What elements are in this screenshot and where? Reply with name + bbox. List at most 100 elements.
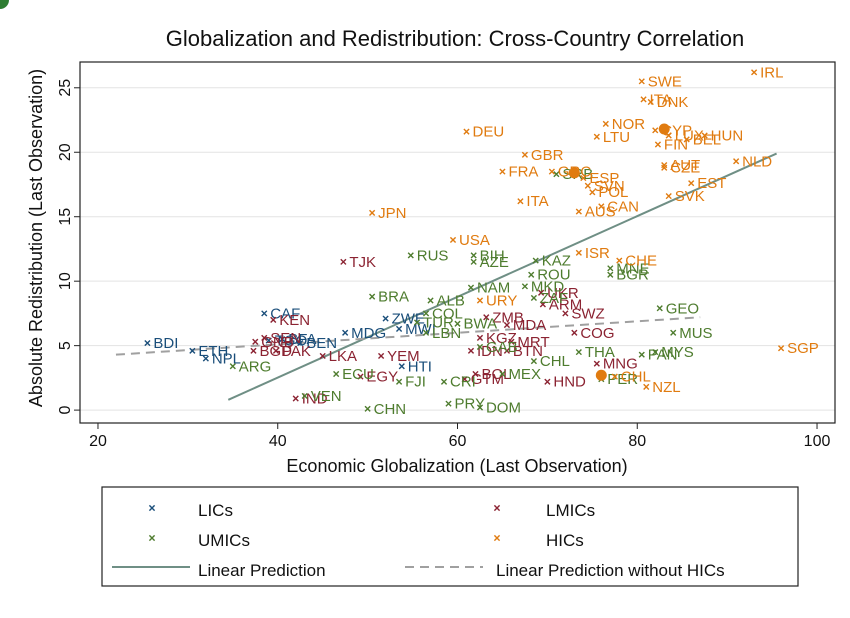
point-label: USA	[459, 232, 490, 249]
legend-label: Linear Prediction	[198, 561, 326, 580]
point-marker	[395, 378, 403, 385]
legend-box	[101, 486, 799, 587]
y-tick-label: 20	[57, 143, 74, 161]
point-marker	[382, 315, 389, 322]
point-marker	[530, 358, 537, 365]
data-point: USA	[449, 232, 490, 249]
corner-decoration	[0, 0, 9, 9]
point-label: BFA	[288, 331, 316, 348]
data-point: SGP	[777, 340, 819, 357]
data-point: RUS	[407, 247, 448, 264]
point-label: AUT	[670, 157, 700, 174]
point-marker	[571, 329, 578, 336]
point-marker	[292, 395, 299, 402]
point-marker	[364, 405, 371, 412]
point-marker	[537, 289, 545, 296]
data-point: ETH	[189, 343, 228, 360]
point-label: MEX	[508, 366, 541, 383]
data-point: IND	[292, 391, 328, 408]
point-label: ZMB	[492, 309, 524, 326]
data-point: AUS	[575, 204, 616, 221]
x-tick-label: 100	[804, 433, 831, 450]
y-tick-label: 5	[57, 341, 74, 350]
point-marker	[701, 132, 708, 139]
point-label: DEU	[472, 124, 504, 141]
highlighted-point	[658, 123, 670, 135]
point-label: SWZ	[571, 305, 604, 322]
point-label: BEL	[693, 131, 721, 148]
data-point: ALB	[427, 293, 465, 310]
point-marker	[670, 329, 677, 336]
legend-label: UMICs	[198, 531, 250, 550]
data-point: SVK	[665, 188, 705, 205]
point-label: ARM	[549, 296, 582, 313]
point-marker	[463, 128, 470, 135]
point-marker	[301, 392, 308, 400]
point-label: IND	[302, 391, 328, 408]
point-marker	[616, 257, 623, 264]
legend-label: HICs	[546, 531, 584, 550]
point-label: MKD	[531, 278, 565, 295]
point-marker	[476, 297, 484, 304]
data-point: LKA	[319, 348, 357, 365]
data-point: TUR	[413, 314, 454, 331]
data-point: MKD	[521, 278, 565, 295]
point-label: THA	[585, 344, 615, 361]
point-label: MNG	[603, 356, 638, 373]
point-marker	[584, 182, 591, 189]
legend-entry: UMICs	[148, 531, 250, 550]
point-label: NLD	[742, 153, 772, 170]
y-axis: 0 5 10 15 20 25	[57, 79, 80, 415]
data-point: HUN	[701, 127, 743, 144]
data-point: THA	[575, 344, 615, 361]
point-marker	[553, 171, 560, 178]
point-label: MWI	[405, 321, 436, 338]
point-label: ECU	[342, 366, 374, 383]
point-marker	[661, 164, 668, 171]
point-marker	[589, 189, 596, 196]
point-marker	[575, 348, 582, 356]
point-marker	[656, 305, 663, 312]
point-label: PRY	[455, 396, 486, 413]
fit-line-without-hics	[115, 316, 701, 356]
point-marker	[297, 339, 304, 347]
data-point: TJK	[340, 254, 376, 271]
point-label: MRT	[517, 334, 549, 351]
data-point: COL	[422, 305, 463, 322]
data-point: CAN	[598, 198, 639, 215]
data-points: BDI ETHNPLCAFTGOBFABENMDGZWEMWIHTITJKKENS…	[144, 64, 819, 418]
point-label: UKR	[547, 285, 579, 302]
highlighted-point	[595, 369, 607, 381]
point-label: BOL	[481, 366, 511, 383]
data-point: MEX	[499, 366, 541, 383]
point-marker	[647, 98, 654, 106]
data-point: CRI	[440, 374, 476, 391]
point-marker	[189, 347, 196, 354]
data-point: DOM	[476, 400, 521, 417]
point-marker	[265, 337, 272, 344]
point-label: IRL	[760, 64, 783, 81]
data-point: GAB	[476, 339, 518, 356]
data-point: SEN	[261, 330, 301, 347]
point-marker	[688, 180, 695, 187]
data-point: NOR	[602, 116, 645, 133]
point-label: ROU	[537, 267, 570, 284]
point-label: NPL	[212, 351, 241, 368]
point-label: AUS	[585, 204, 616, 221]
data-point: DNK	[647, 94, 688, 111]
data-point: KGZ	[476, 330, 517, 347]
y-tick-label: 0	[57, 406, 74, 415]
point-marker	[665, 192, 672, 200]
point-marker	[652, 348, 659, 356]
point-label: TGO	[275, 332, 308, 349]
point-marker	[449, 236, 457, 244]
point-label: BEN	[306, 335, 337, 352]
point-label: GNB	[261, 334, 294, 351]
point-label: YEM	[387, 348, 420, 365]
point-marker	[229, 363, 236, 370]
point-label: KGZ	[486, 330, 517, 347]
point-label: POL	[598, 184, 628, 201]
data-point: BEN	[297, 335, 337, 352]
point-label: BGR	[616, 267, 649, 284]
